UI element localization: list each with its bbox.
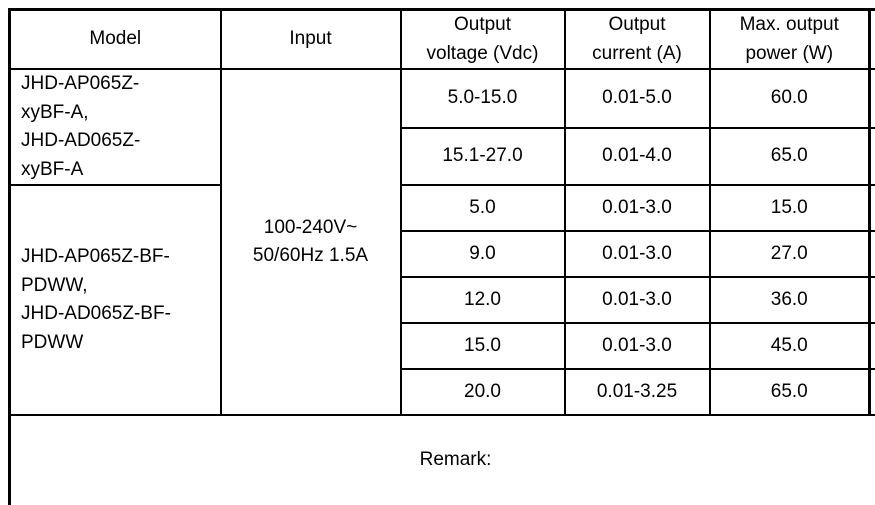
clipped-column-sliver xyxy=(868,68,875,129)
col-header-power: Max. output power (W) xyxy=(708,8,871,70)
table-row: 15.1-27.0 0.01-4.0 65.0 xyxy=(10,126,875,186)
table-row: 20.0 0.01-3.25 65.0 xyxy=(10,368,875,416)
col-header-voltage: Output voltage (Vdc) xyxy=(399,8,566,70)
voltage-cell: 5.0-15.0 xyxy=(399,68,566,129)
voltage-cell: 15.0 xyxy=(399,322,566,370)
voltage-cell: 5.0 xyxy=(399,184,566,232)
table-row: 12.0 0.01-3.0 36.0 xyxy=(10,276,875,324)
power-cell: 36.0 xyxy=(708,276,871,324)
clipped-column-sliver xyxy=(868,322,875,370)
table-row: 15.0 0.01-3.0 45.0 xyxy=(10,322,875,370)
current-cell: 0.01-3.0 xyxy=(563,184,711,232)
current-cell: 0.01-3.25 xyxy=(563,368,711,416)
clipped-column-sliver xyxy=(868,368,875,416)
table-row: JHD-AP065Z-BF- PDWW, JHD-AD065Z-BF- PDWW… xyxy=(8,184,875,416)
clipped-column-sliver xyxy=(868,276,875,324)
model-cell-group-1: JHD-AP065Z- xyBF-A, JHD-AD065Z- xyBF-A xyxy=(8,68,222,186)
remark-row: Remark: “AP” in the model no. mean direc… xyxy=(8,414,875,505)
power-cell: 45.0 xyxy=(708,322,871,370)
remark-cell: Remark: “AP” in the model no. mean direc… xyxy=(8,414,875,505)
current-cell: 0.01-3.0 xyxy=(563,230,711,278)
power-cell: 65.0 xyxy=(708,368,871,416)
header-row: Model Input Output voltage (Vdc) Output … xyxy=(8,8,875,70)
power-cell: 15.0 xyxy=(708,184,871,232)
col-header-input: Input xyxy=(219,8,402,70)
table-row: 9.0 0.01-3.0 27.0 xyxy=(10,230,875,278)
current-cell: 0.01-4.0 xyxy=(563,126,711,186)
remark-title: Remark: xyxy=(419,448,492,470)
table-row: JHD-AP065Z- xyBF-A, JHD-AD065Z- xyBF-A 1… xyxy=(8,68,875,416)
power-cell: 60.0 xyxy=(708,68,871,129)
spec-table: Model Input Output voltage (Vdc) Output … xyxy=(8,8,875,505)
current-cell: 0.01-3.0 xyxy=(563,276,711,324)
col-header-current: Output current (A) xyxy=(563,8,711,70)
current-cell: 0.01-5.0 xyxy=(563,68,711,129)
col-header-model: Model xyxy=(8,8,222,70)
clipped-column-sliver xyxy=(868,126,875,186)
voltage-cell: 12.0 xyxy=(399,276,566,324)
input-spec-cell: 100-240V~ 50/60Hz 1.5A xyxy=(219,68,402,416)
power-cell: 65.0 xyxy=(708,126,871,186)
voltage-cell: 20.0 xyxy=(399,368,566,416)
voltage-cell: 9.0 xyxy=(399,230,566,278)
model-cell-group-2: JHD-AP065Z-BF- PDWW, JHD-AD065Z-BF- PDWW xyxy=(8,184,222,416)
power-cell: 27.0 xyxy=(708,230,871,278)
current-cell: 0.01-3.0 xyxy=(563,322,711,370)
clipped-column-sliver xyxy=(868,230,875,278)
clipped-column-sliver xyxy=(868,184,875,232)
voltage-cell: 15.1-27.0 xyxy=(399,126,566,186)
clipped-column-sliver xyxy=(868,8,875,70)
